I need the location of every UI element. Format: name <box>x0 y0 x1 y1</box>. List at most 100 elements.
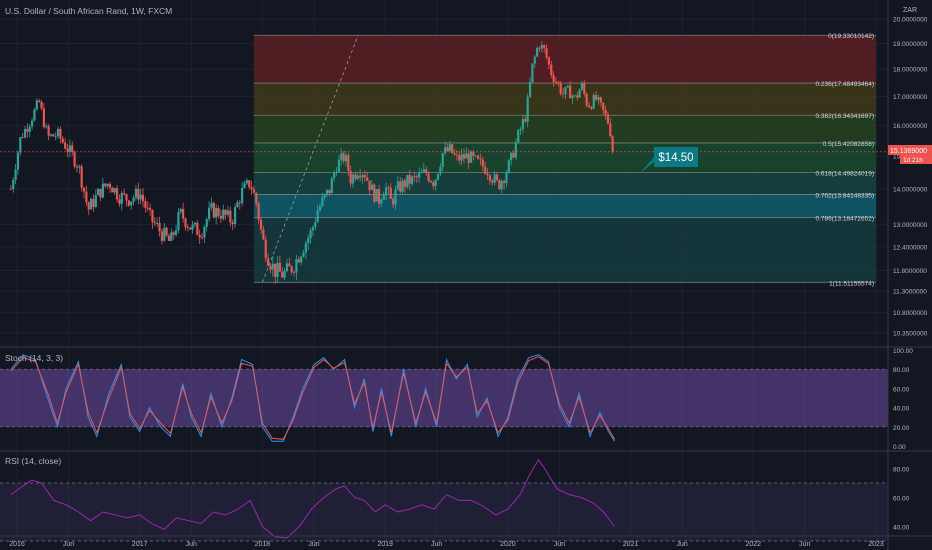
stoch-tick-label: 60.00 <box>893 386 910 393</box>
candle-body <box>344 155 348 162</box>
candle-body <box>505 172 508 184</box>
candlestick-series <box>0 41 888 284</box>
candle-body <box>446 147 449 151</box>
candle-body <box>288 263 291 267</box>
candle-body <box>207 207 211 220</box>
candle-body <box>271 263 274 270</box>
candle-body <box>559 83 562 94</box>
x-tick-label: Jun <box>554 541 565 548</box>
candle-body <box>396 181 399 190</box>
candle-body <box>59 128 62 139</box>
candle-body <box>40 101 43 109</box>
candle-body <box>321 197 324 206</box>
candle-body <box>609 123 612 137</box>
candle-body <box>368 180 371 191</box>
candle-body <box>377 188 381 204</box>
candle-body <box>233 207 237 225</box>
candle-body <box>115 188 119 200</box>
candle-body <box>186 227 189 229</box>
candle-body <box>172 232 175 235</box>
x-tick-label: Jun <box>431 541 442 548</box>
candle-body <box>80 166 83 188</box>
candle-body <box>295 259 298 273</box>
candle-body <box>217 208 220 216</box>
candle-body <box>49 134 53 136</box>
fib-level-label: 0(19.33010142) <box>828 33 874 40</box>
candle-body <box>309 230 312 239</box>
candle-body <box>403 180 407 187</box>
price-tick-label: 17.0000000 <box>893 94 928 101</box>
rsi-pane[interactable]: 80.00 60.00 40.00 <box>0 458 910 542</box>
candle-body <box>153 221 156 224</box>
candle-body <box>552 75 555 82</box>
candle-body <box>283 271 286 278</box>
fib-zone <box>253 142 877 173</box>
candle-body <box>146 207 149 209</box>
candle-body <box>484 166 487 174</box>
candle-body <box>354 174 357 179</box>
candle-body <box>481 159 484 167</box>
callout-bubble <box>640 147 698 173</box>
candle-body <box>210 202 213 208</box>
fib-zone <box>253 172 877 195</box>
candle-body <box>151 209 154 222</box>
candle-body <box>382 195 385 200</box>
stoch-tick-label: 80.00 <box>893 367 910 374</box>
candle-body <box>380 199 383 204</box>
candle-body <box>52 134 55 137</box>
candle-body <box>318 205 322 211</box>
candle-body <box>278 262 281 272</box>
candle-body <box>602 102 605 111</box>
candle-body <box>434 179 437 187</box>
candle-body <box>595 95 598 100</box>
candle-body <box>347 155 350 171</box>
candle-body <box>585 93 588 106</box>
stoch-pane[interactable]: 100.00 80.00 60.00 40.00 20.00 0.00 <box>0 348 913 451</box>
candle-body <box>408 175 411 184</box>
candle-body <box>290 266 293 273</box>
candle-body <box>370 184 374 191</box>
candle-body <box>448 144 451 151</box>
candle-body <box>429 180 433 183</box>
candle-body <box>141 194 145 202</box>
fibonacci-retracement[interactable]: 0(19.33010142) 0.236(17.48493464) 0.382(16… <box>253 33 877 287</box>
candle-body <box>302 252 305 257</box>
candle-body <box>465 153 468 159</box>
candle-body <box>531 63 534 82</box>
candle-body <box>179 208 182 213</box>
candle-body <box>255 193 258 204</box>
candle-body <box>21 137 24 138</box>
candle-body <box>521 119 525 130</box>
fib-trendline[interactable] <box>262 35 359 283</box>
candle-body <box>458 155 461 161</box>
candle-body <box>111 187 114 193</box>
candle-body <box>54 136 57 137</box>
x-tick-label: Jun <box>186 541 197 548</box>
candle-body <box>64 142 67 149</box>
stoch-label: Stoch (14, 3, 3) <box>5 353 63 363</box>
fib-level-label: 0.5(15.42082858) <box>823 141 874 148</box>
candle-body <box>82 187 86 192</box>
candle-body <box>224 209 227 215</box>
price-callout[interactable]: $14.50 <box>640 147 698 173</box>
candle-body <box>35 100 38 110</box>
candle-body <box>42 108 46 128</box>
stoch-k-line <box>10 354 616 442</box>
candle-body <box>330 178 333 194</box>
candle-body <box>281 271 284 278</box>
candle-body <box>200 237 204 239</box>
candle-body <box>73 152 76 167</box>
candle-body <box>108 183 112 188</box>
last-price-text: 15.1369000 <box>890 148 927 155</box>
candle-body <box>554 81 558 83</box>
candle-body <box>198 234 201 238</box>
candle-body <box>123 193 126 195</box>
fib-zone <box>253 194 877 218</box>
fib-zone <box>253 115 877 143</box>
candle-body <box>493 174 496 183</box>
candle-body <box>56 128 60 137</box>
candle-body <box>71 145 74 153</box>
candle-body <box>538 47 541 49</box>
rsi-label: RSI (14, close) <box>5 456 61 466</box>
